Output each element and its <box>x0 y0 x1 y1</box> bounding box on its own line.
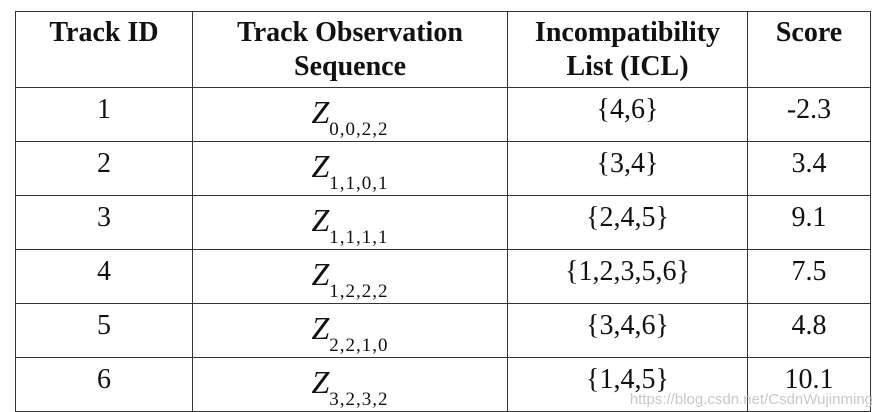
watermark-text: https://blog.csdn.net/CsdnWujinming <box>629 391 873 408</box>
sequence-subscript: 1,2,2,2 <box>329 281 389 302</box>
table-row: 2 Z1,1,0,1 {3,4} 3.4 <box>15 141 871 196</box>
sequence-letter: Z <box>311 94 330 130</box>
sequence-cell: Z2,2,1,0 <box>192 303 508 358</box>
header-score-line-1: Score <box>775 17 843 48</box>
table-row: 1 Z0,0,2,2 {4,6} -2.3 <box>15 87 871 142</box>
sequence-cell: Z0,0,2,2 <box>192 87 508 142</box>
sequence-letter: Z <box>311 148 330 184</box>
icl-cell: {4,6} <box>507 87 748 142</box>
sequence-subscript: 3,2,3,2 <box>329 389 389 410</box>
sequence-cell: Z1,1,1,1 <box>192 195 508 250</box>
track-id-cell: 3 <box>15 195 193 250</box>
header-incompatibility-list: Incompatibility List (ICL) <box>507 11 748 88</box>
icl-cell: {1,2,3,5,6} <box>507 249 748 304</box>
table-row: 4 Z1,2,2,2 {1,2,3,5,6} 7.5 <box>15 249 871 304</box>
track-id-cell: 2 <box>15 141 193 196</box>
sequence-cell: Z1,2,2,2 <box>192 249 508 304</box>
score-cell: 7.5 <box>747 249 871 304</box>
icl-cell: {1,4,5} <box>507 357 748 412</box>
sequence-letter: Z <box>311 256 330 292</box>
track-table: Track ID Track Observation Sequence Inco… <box>15 11 871 412</box>
icl-cell: {3,4,6} <box>507 303 748 358</box>
score-cell: 9.1 <box>747 195 871 250</box>
score-cell: -2.3 <box>747 87 871 142</box>
sequence-letter: Z <box>311 364 330 400</box>
track-id-cell: 4 <box>15 249 193 304</box>
icl-cell: {3,4} <box>507 141 748 196</box>
header-track-observation-sequence: Track Observation Sequence <box>192 11 508 88</box>
score-cell: 3.4 <box>747 141 871 196</box>
sequence-subscript: 2,2,1,0 <box>329 335 389 356</box>
sequence-cell: Z1,1,0,1 <box>192 141 508 196</box>
header-track-id-line-1: Track ID <box>49 17 159 48</box>
score-cell: 10.1 <box>747 357 871 412</box>
header-icl-line-2: List (ICL) <box>566 51 689 82</box>
sequence-subscript: 1,1,1,1 <box>329 227 389 248</box>
header-seq-line-1: Track Observation <box>237 17 463 48</box>
table-row: 5 Z2,2,1,0 {3,4,6} 4.8 <box>15 303 871 358</box>
icl-cell: {2,4,5} <box>507 195 748 250</box>
sequence-subscript: 1,1,0,1 <box>329 173 389 194</box>
header-score: Score <box>747 11 871 88</box>
score-cell: 4.8 <box>747 303 871 358</box>
header-icl-line-1: Incompatibility <box>534 17 721 48</box>
table-row: 3 Z1,1,1,1 {2,4,5} 9.1 <box>15 195 871 250</box>
table-row: 6 Z3,2,3,2 {1,4,5} 10.1 <box>15 357 871 412</box>
sequence-cell: Z3,2,3,2 <box>192 357 508 412</box>
track-id-cell: 6 <box>15 357 193 412</box>
track-id-cell: 1 <box>15 87 193 142</box>
track-id-cell: 5 <box>15 303 193 358</box>
header-seq-line-2: Sequence <box>294 51 406 82</box>
sequence-letter: Z <box>311 202 330 238</box>
sequence-letter: Z <box>311 310 330 346</box>
header-track-id: Track ID <box>15 11 193 88</box>
sequence-subscript: 0,0,2,2 <box>329 119 389 140</box>
header-row: Track ID Track Observation Sequence Inco… <box>15 11 871 88</box>
